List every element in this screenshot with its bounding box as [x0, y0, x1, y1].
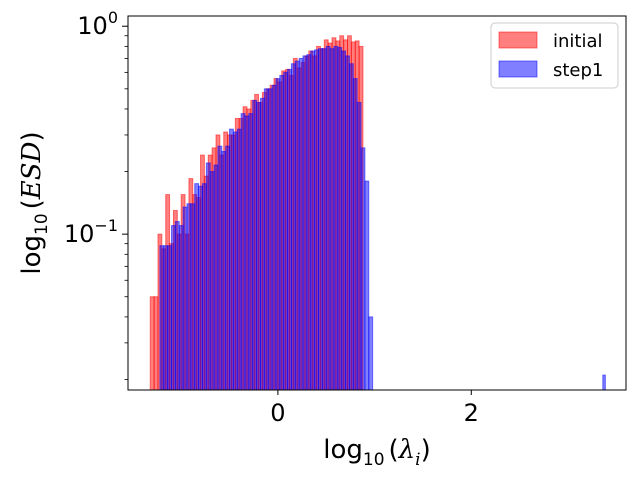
bar-step1 [221, 150, 227, 391]
bar-step1 [314, 49, 319, 391]
bar-step1 [287, 68, 292, 391]
bar-step1 [290, 63, 296, 391]
bar-step1 [201, 183, 207, 391]
bar-step1 [325, 45, 331, 391]
bar-step1 [240, 113, 246, 391]
bar-step1 [205, 162, 211, 391]
bar-step1 [190, 203, 196, 391]
bar-step1 [182, 206, 188, 391]
bar-step1 [159, 245, 165, 391]
bar-step1 [345, 55, 350, 391]
bar-step1 [263, 88, 269, 391]
bar-step1 [256, 101, 261, 391]
bar-step1 [341, 50, 347, 391]
bar-step1 [229, 128, 234, 391]
y-axis-ticks: 100 10−1 [64, 8, 128, 380]
bar-step1 [271, 84, 277, 391]
bar-initial [149, 296, 155, 391]
bar-step1 [186, 203, 192, 391]
bar-step1 [302, 55, 308, 391]
bar-step1 [306, 54, 312, 391]
bar-step1 [217, 145, 223, 391]
bar-step1 [360, 147, 366, 391]
bar-step1 [178, 225, 184, 391]
bar-step1 [213, 164, 219, 391]
bar-step1 [167, 245, 173, 391]
bar-step1 [317, 48, 323, 391]
bar-step1 [368, 316, 374, 391]
x-axis-label: log10 (λi) [323, 435, 431, 470]
bar-step1 [236, 128, 242, 391]
legend-swatch-step1 [498, 60, 538, 78]
bar-step1 [294, 60, 300, 391]
bar-step1 [244, 115, 250, 391]
bar-step1 [283, 71, 289, 391]
legend-label-initial: initial [553, 31, 603, 52]
bar-step1 [310, 50, 316, 391]
bar-step1-outlier [602, 374, 606, 391]
bar-step1 [198, 185, 203, 391]
bar-step1 [337, 47, 343, 391]
bar-step1 [209, 171, 215, 391]
bar-step1 [329, 48, 335, 391]
bar-step1 [333, 45, 339, 391]
bar-step1 [348, 63, 354, 391]
x-tick-label: 0 [270, 399, 285, 427]
bar-step1 [356, 101, 362, 391]
bar-step1 [248, 113, 254, 391]
x-tick-label: 2 [464, 399, 479, 427]
legend: initial step1 [490, 22, 619, 89]
bar-step1 [252, 99, 258, 391]
bar-step1 [259, 97, 265, 391]
bar-step1 [267, 88, 273, 391]
bar-step1 [171, 225, 176, 391]
legend-label-step1: step1 [553, 60, 603, 81]
y-tick-label: 100 [77, 8, 118, 40]
bar-step1 [225, 145, 231, 391]
plot-frame [127, 15, 627, 391]
legend-swatch-initial [498, 31, 538, 49]
bar-step1 [279, 74, 285, 391]
bar-step1 [163, 245, 169, 391]
bar-step1 [364, 180, 370, 391]
bar-step1 [275, 78, 281, 391]
bar-step1 [232, 131, 238, 391]
bar-initial [153, 296, 159, 391]
bar-step1 [321, 48, 327, 391]
bar-step1 [298, 57, 304, 391]
bar-step1 [352, 78, 358, 391]
bar-step1 [194, 183, 200, 391]
bar-step1 [174, 221, 180, 391]
y-axis-label: log10(ESD) [17, 131, 52, 274]
y-tick-label: 10−1 [64, 216, 118, 248]
